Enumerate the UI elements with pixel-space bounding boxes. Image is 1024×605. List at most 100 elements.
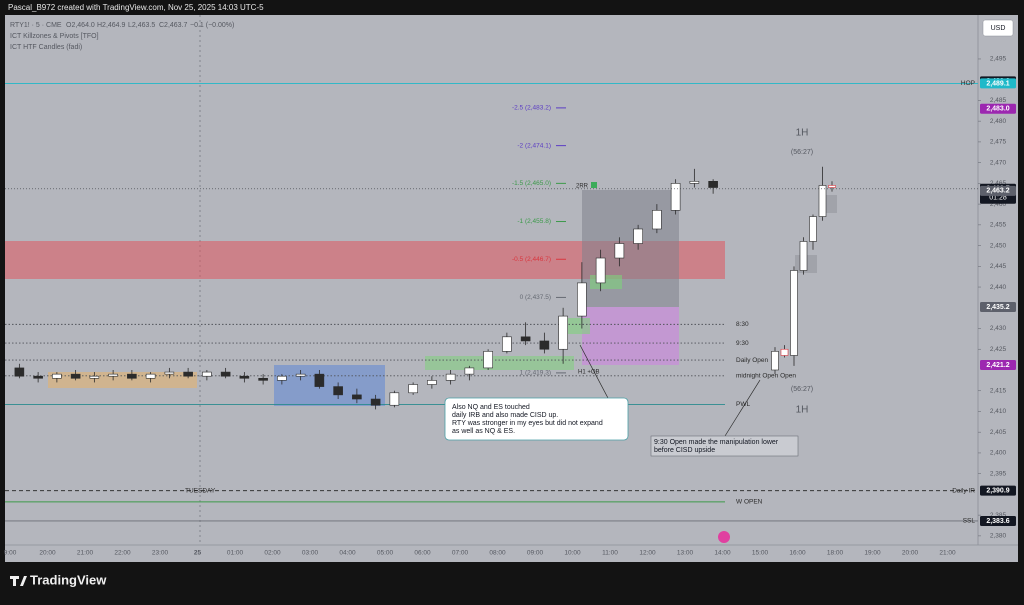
x-tick-label: 23:00 [152, 550, 169, 557]
zone-blue [274, 365, 385, 406]
candle-body [33, 375, 43, 379]
currency-button[interactable] [982, 19, 1014, 37]
legend-low: L2,463.5 [128, 22, 155, 29]
note-box [444, 397, 629, 441]
candle-body [818, 185, 827, 217]
x-tick-label: 21:00 [939, 550, 956, 557]
day-label: TUESDAY [185, 488, 216, 495]
level-label: W OPEN [736, 499, 763, 506]
price-badge [980, 103, 1016, 114]
level-label: Daily Open [736, 357, 769, 364]
x-tick-label: 15:00 [752, 550, 769, 557]
callout: Also NQ and ES touched daily IRB and als… [185, 128, 813, 543]
x-tick-label: 08:00 [489, 550, 506, 557]
candle-body [108, 373, 118, 377]
legend-indicator: ICT Killzones & Pivots [TFO] [10, 33, 99, 40]
y-tick-label: 2,410 [990, 408, 1007, 415]
fib-label: 1 (2,419.3) [520, 370, 551, 377]
candle-body [427, 380, 437, 385]
candle-body [633, 228, 643, 244]
rr-label: 2RR [576, 184, 589, 190]
legend-symbol: RTY1! · 5 · CME [10, 22, 62, 29]
candle-body [164, 371, 175, 375]
x-tick-label: 03:00 [302, 550, 319, 557]
zone-orange [48, 372, 197, 388]
zone-ob [590, 275, 622, 289]
y-tick-label: 2,415 [990, 387, 1007, 394]
level-label: 8:30 [736, 321, 749, 328]
x-tick-label: 11:00 [602, 550, 618, 557]
candle-body [577, 282, 587, 317]
note-text: 9:30 Open made the manipulation lower [654, 439, 779, 446]
y-tick-label: 2,495 [990, 56, 1007, 63]
htf-label: 1H [796, 128, 809, 139]
x-tick-label: 13:00 [677, 550, 694, 557]
logo-text: TradingView [30, 572, 107, 587]
candle-body [790, 270, 798, 356]
currency[interactable]: USD [991, 25, 1006, 32]
header-text: Pascal_B972 created with TradingView.com… [8, 3, 264, 12]
level-label: SSL [963, 518, 976, 525]
x-tick-label: 21:00 [77, 550, 94, 557]
note-text: as well as NQ & ES. [452, 428, 515, 435]
callout-arrow [724, 379, 761, 437]
level-label: 9:30 [736, 340, 749, 347]
price-badge-label: 2,489.1 [986, 80, 1009, 87]
candle-body [408, 384, 418, 394]
candle-body [652, 210, 662, 230]
candle-body [145, 373, 156, 379]
legend-change: −0.1 (−0.00%) [190, 22, 234, 29]
price-badge-label: 2,421.2 [986, 362, 1009, 369]
level-label: HOP [961, 80, 975, 87]
y-tick-label: 2,475 [990, 139, 1007, 146]
fib-label: -2 (2,474.1) [517, 142, 551, 149]
level-label: PWL [736, 401, 750, 408]
candle-body [689, 180, 700, 184]
event-icon[interactable] [718, 531, 730, 543]
zone-gray [582, 190, 679, 307]
y-tick-label: 2,470 [990, 159, 1007, 166]
legend-high: H2,464.9 [97, 22, 126, 29]
chart-background [5, 15, 1018, 562]
y-tick-label: 2,445 [990, 263, 1007, 270]
price-badge [980, 360, 1016, 371]
candle-body [708, 180, 718, 188]
candle-body [539, 340, 550, 350]
level-label: Daily IR [952, 487, 975, 494]
x-tick-label: 06:00 [414, 550, 431, 557]
rr-check [591, 182, 597, 188]
price-badge [980, 485, 1016, 496]
fib-label: -1.5 (2,465.0) [512, 180, 551, 187]
y-tick-label: 2,380 [990, 533, 1007, 540]
x-tick-label: 14:00 [714, 550, 731, 557]
ob-label: H1 +OB [578, 370, 600, 376]
candle-body [183, 371, 193, 377]
y-tick-label: 2,430 [990, 325, 1007, 332]
candle-body [445, 373, 456, 381]
y-tick-label: 2,440 [990, 284, 1007, 291]
candle-body [314, 373, 325, 387]
x-tick-label: 12:00 [639, 550, 656, 557]
price-badge-label: 2,483.0 [986, 106, 1009, 113]
y-tick-label: 2,450 [990, 242, 1007, 249]
y-tick-label: 2,400 [990, 450, 1007, 457]
fib-label: -1 (2,455.8) [517, 218, 551, 225]
legend-open: O2,464.0 [66, 22, 95, 29]
x-tick-label: 04:00 [339, 550, 356, 557]
candle-body [595, 257, 606, 284]
x-tick-label: 09:00 [527, 550, 544, 557]
price-badge [980, 301, 1016, 312]
fib-label: -2.5 (2,483.2) [512, 105, 551, 112]
price-badge [980, 78, 1016, 89]
candle-body [799, 241, 808, 271]
candle-body [333, 386, 343, 396]
x-tick-label: 9:00 [4, 550, 17, 557]
zone-green [425, 356, 574, 370]
note-text: RTY was stronger in my eyes but did not … [452, 420, 603, 427]
price-badge-label: 2,390.9 [986, 488, 1009, 495]
candle-body [370, 398, 381, 406]
y-tick-label: 2,455 [990, 222, 1007, 229]
x-tick-label: 10:00 [564, 550, 581, 557]
note-text: before CISD upside [654, 447, 715, 454]
